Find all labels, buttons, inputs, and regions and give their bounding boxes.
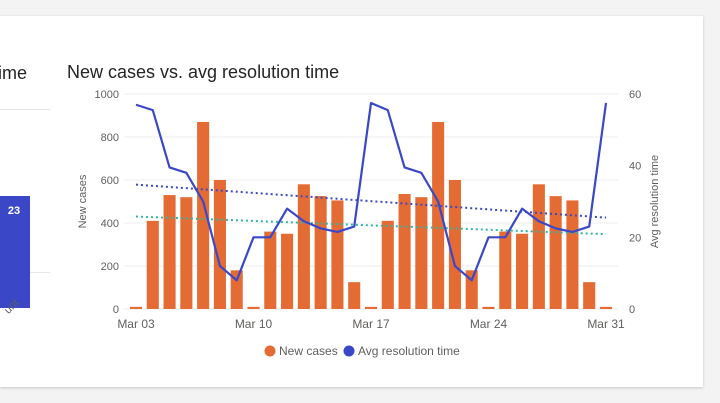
y-right-tick-label: 20 [629, 232, 641, 244]
y-left-tick-label: 0 [113, 304, 119, 316]
bar-new-cases[interactable] [331, 200, 344, 309]
bar-new-cases[interactable] [264, 231, 277, 309]
y-right-tick-label: 40 [629, 161, 641, 173]
y-left-tick-label: 1000 [95, 89, 119, 101]
x-tick-label: Mar 03 [117, 317, 155, 331]
bar-new-cases[interactable] [129, 306, 143, 309]
y-left-tick-label: 200 [101, 261, 119, 273]
y-right-tick-label: 60 [629, 89, 641, 101]
bar-new-cases[interactable] [180, 197, 193, 309]
bar-new-cases[interactable] [532, 184, 545, 309]
line-avg-resolution-time[interactable] [135, 101, 608, 282]
legend-label-avg-resolution-time: Avg resolution time [358, 344, 460, 358]
bar-new-cases[interactable] [348, 282, 361, 309]
bar-new-cases[interactable] [146, 220, 159, 309]
bar-new-cases[interactable] [398, 193, 411, 309]
bar-new-cases[interactable] [599, 306, 613, 309]
y-right-tick-label: 0 [629, 304, 635, 316]
trend-line-new-cases [135, 215, 607, 236]
left-visual-title: ime [0, 63, 28, 83]
x-tick-label: Mar 31 [587, 317, 625, 331]
bar-new-cases[interactable] [465, 270, 478, 309]
bar-new-cases[interactable] [163, 195, 176, 309]
bar-new-cases[interactable] [516, 233, 529, 309]
bar-new-cases[interactable] [381, 220, 394, 309]
report-card: ime 23 unt New cases vs. avg resolution … [0, 16, 703, 387]
left-visual-bar-label: 23 [7, 205, 21, 217]
x-tick-label: Mar 24 [470, 317, 508, 331]
legend-marker-avg-resolution-time [343, 345, 355, 357]
bar-new-cases[interactable] [213, 180, 226, 309]
bar-new-cases[interactable] [415, 197, 428, 309]
bar-new-cases[interactable] [281, 233, 294, 309]
bar-new-cases[interactable] [247, 306, 260, 309]
bar-new-cases[interactable] [482, 306, 495, 309]
y-left-tick-label: 400 [101, 218, 119, 230]
bar-new-cases[interactable] [364, 306, 378, 309]
legend-label-new-cases: New cases [279, 344, 338, 358]
bar-new-cases[interactable] [566, 200, 579, 309]
trend-line-avg-resolution-time [135, 183, 607, 219]
y-left-axis-title: New cases [77, 174, 89, 228]
bar-new-cases[interactable] [314, 196, 327, 309]
bar-new-cases[interactable] [197, 121, 210, 309]
x-tick-label: Mar 17 [352, 317, 390, 331]
legend-marker-new-cases [264, 345, 276, 357]
bar-new-cases[interactable] [549, 196, 562, 309]
bar-new-cases[interactable] [230, 270, 243, 309]
chart-title: New cases vs. avg resolution time [67, 62, 340, 82]
y-left-tick-label: 800 [101, 132, 119, 144]
x-tick-label: Mar 10 [235, 317, 273, 331]
bar-new-cases[interactable] [499, 231, 512, 309]
left-visual-gridline [0, 109, 50, 110]
bar-new-cases[interactable] [432, 121, 445, 309]
y-left-tick-label: 600 [101, 175, 119, 187]
bar-new-cases[interactable] [583, 282, 596, 309]
bar-new-cases[interactable] [448, 180, 461, 309]
bar-new-cases[interactable] [297, 184, 310, 309]
left-visual-bar[interactable] [0, 196, 30, 308]
y-right-axis-title: Avg resolution time [649, 155, 661, 248]
combo-chart[interactable]: 0 200 400 600 800 1000 0 20 40 60 New cases Avg res… [0, 16, 703, 387]
